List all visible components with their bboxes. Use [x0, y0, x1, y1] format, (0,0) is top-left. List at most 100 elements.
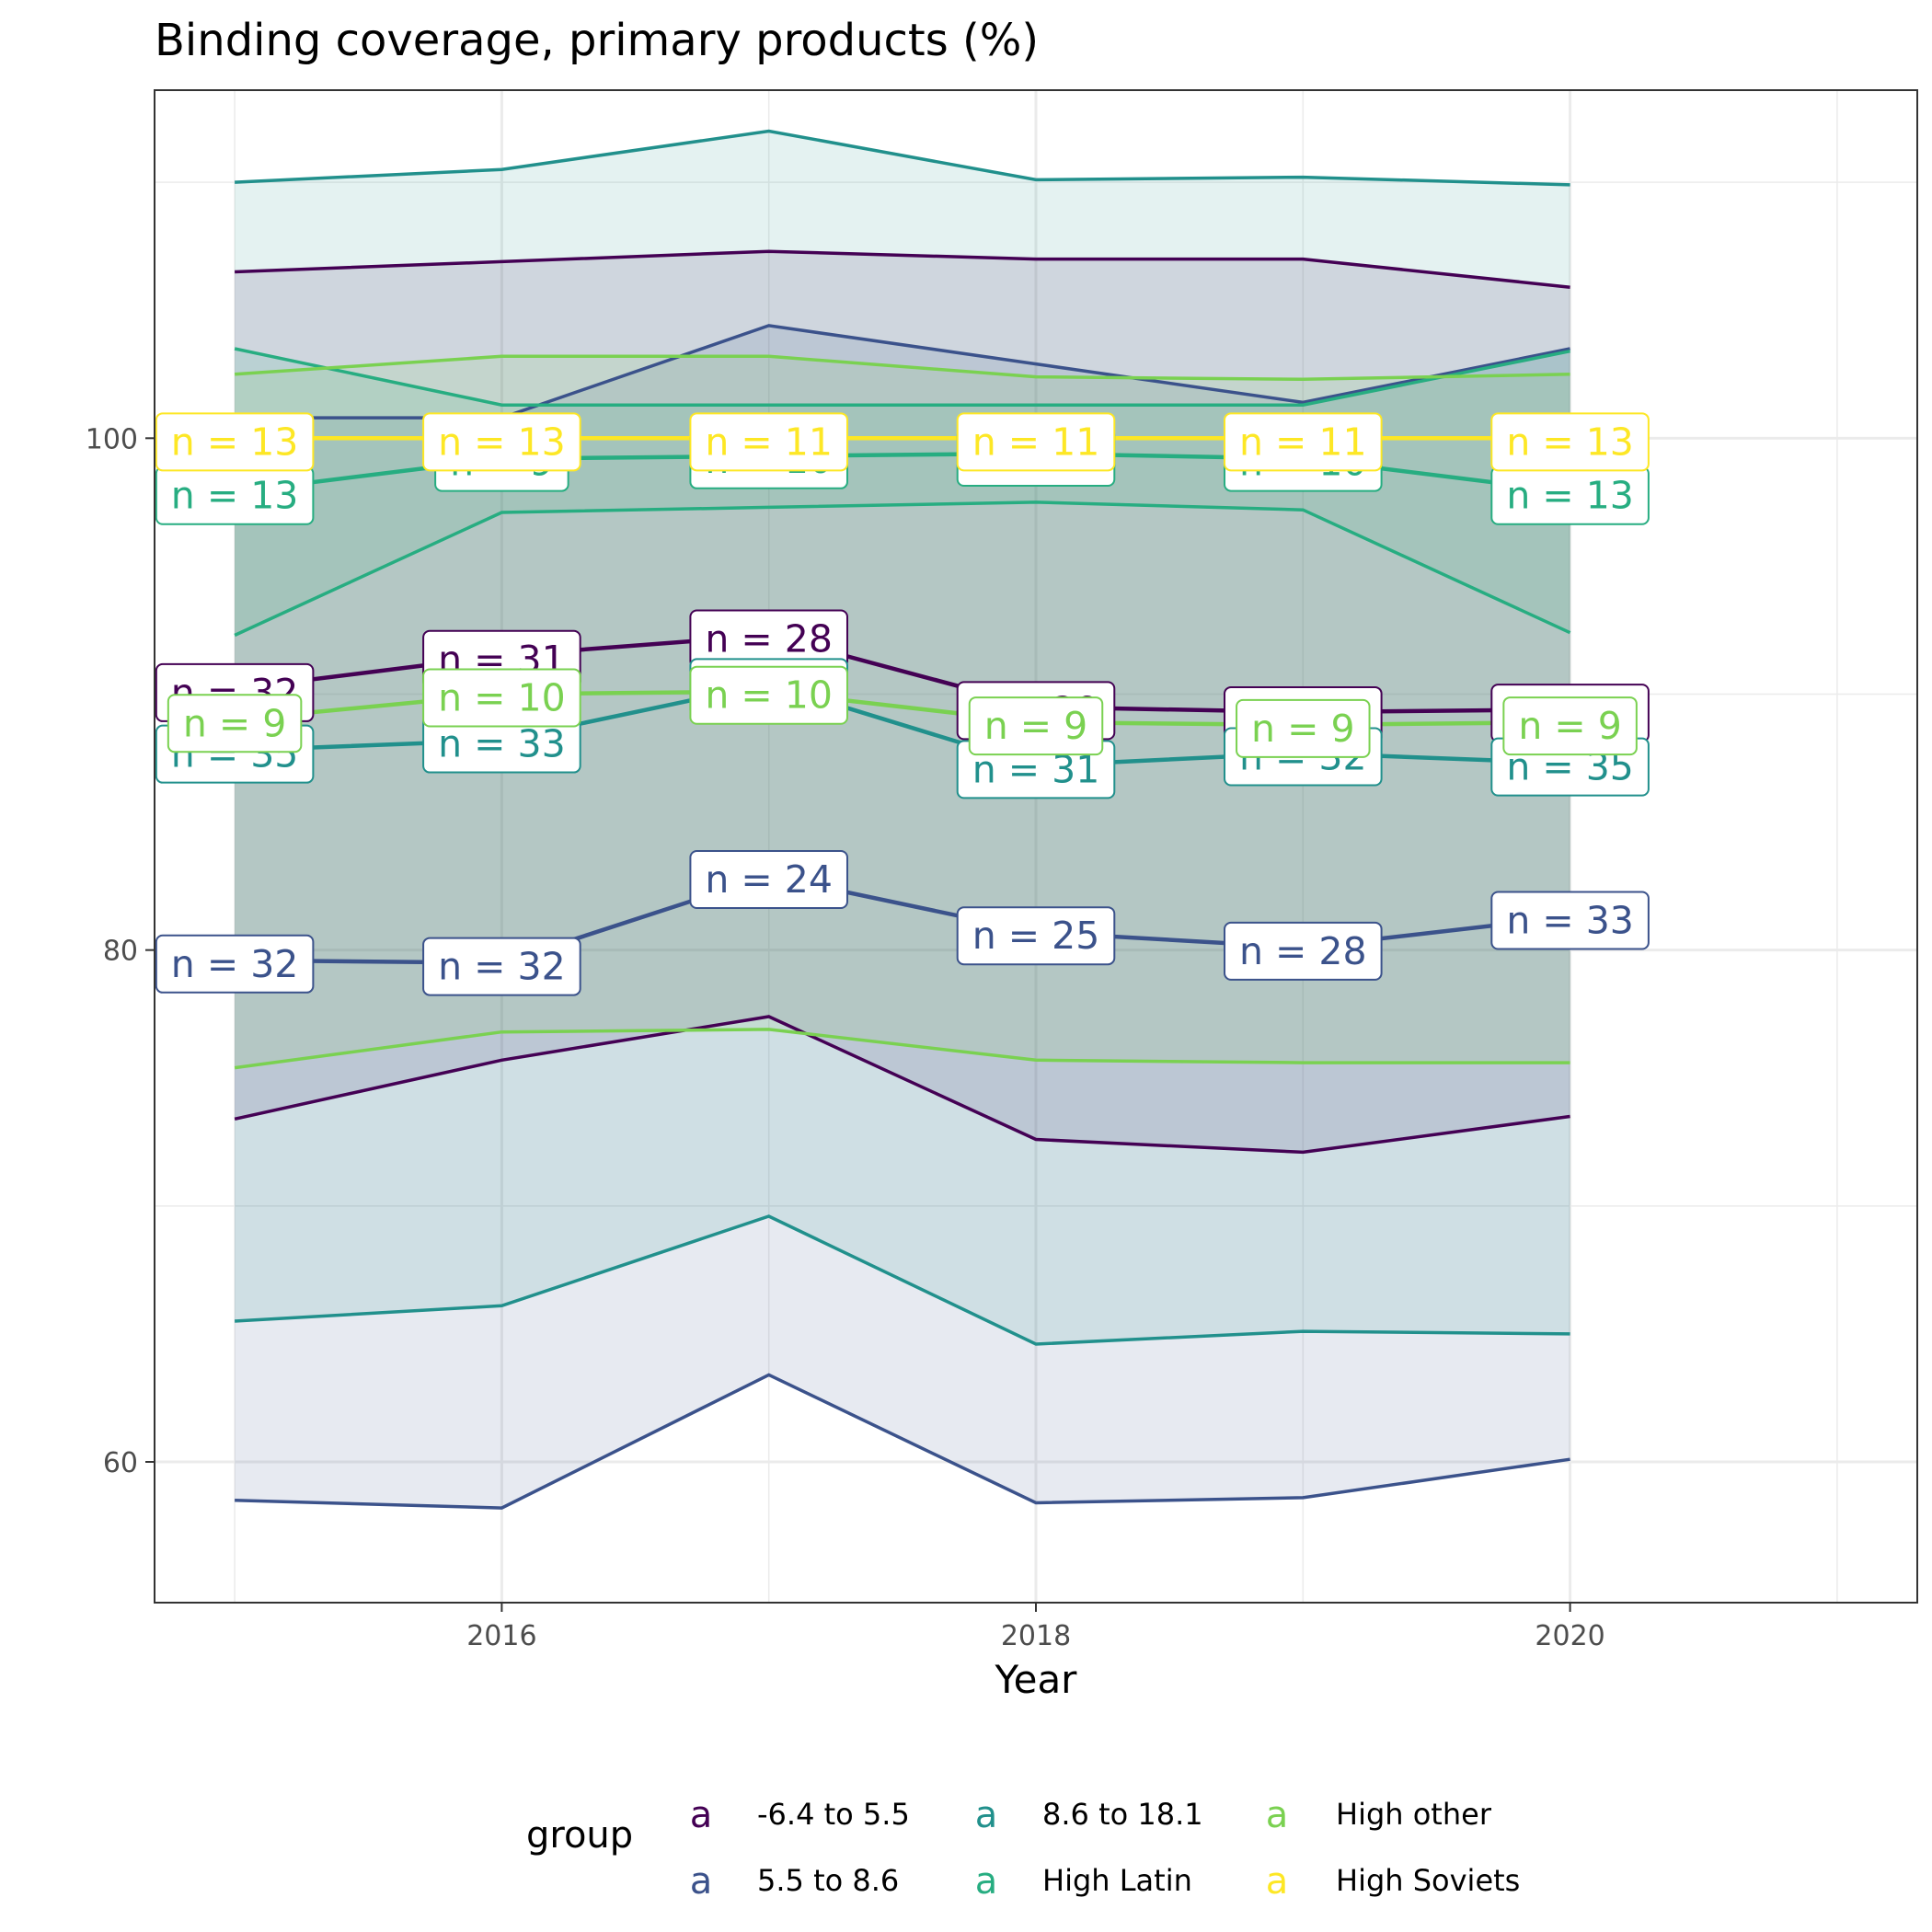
n-label-box	[968, 696, 1104, 756]
legend-key-8-6-to-18-1: a	[975, 1794, 998, 1836]
ribbon-5-5-to-8-6	[235, 325, 1570, 1509]
n-label-text: n = 28	[1239, 929, 1367, 973]
n-label-text: n = 9	[1251, 707, 1355, 751]
n-label-text: n = 33	[438, 722, 566, 766]
n-label-text: n = 28	[705, 617, 833, 661]
band-edges	[234, 129, 1571, 1510]
legend-key-high-latin: a	[975, 1860, 998, 1903]
n-label-text: n = 13	[171, 474, 299, 518]
n-label-box	[1236, 698, 1371, 758]
legend-label-5-5-to-8-6: 5.5 to 8.6	[757, 1863, 899, 1898]
n-label-text: n = 9	[1518, 704, 1622, 748]
n-label-5-5-to-8-6: n = 32	[155, 934, 315, 994]
n-label-high-soviets: n = 11	[956, 412, 1116, 472]
upper-band-8-6-to-18-1	[235, 129, 1570, 187]
legend-label-high-latin: High Latin	[1042, 1863, 1192, 1898]
legend-key-high-soviets: a	[1266, 1860, 1289, 1903]
upper-band-high-other	[234, 354, 1570, 382]
n-label-text: n = 11	[705, 420, 833, 464]
n-label-5-5-to-8-6: n = 25	[956, 906, 1116, 966]
n-label-text: n = 32	[438, 945, 566, 989]
n-label-text: n = 9	[183, 701, 287, 745]
n-label-6-4-to-5-5: n = 28	[689, 609, 848, 669]
n-label-high-other: n = 9	[1502, 696, 1638, 756]
n-label-high-other: n = 10	[422, 668, 581, 728]
n-label-box	[155, 934, 315, 994]
ribbon-high-other	[235, 356, 1570, 1068]
n-label-text: n = 10	[438, 675, 566, 719]
legend-label-high-other: High other	[1336, 1797, 1492, 1832]
n-label-5-5-to-8-6: n = 24	[689, 849, 848, 909]
legend-title: group	[526, 1814, 633, 1857]
n-label-box	[689, 412, 848, 472]
n-label-high-other: n = 9	[968, 696, 1104, 756]
legend: group a -6.4 to 5.5 a 5.5 to 8.6 a 8.6 to 18.…	[526, 1794, 1520, 1903]
y-tick-label: 100	[86, 423, 138, 455]
n-label-box	[167, 694, 303, 753]
legend-label-high-soviets: High Soviets	[1336, 1863, 1520, 1898]
y-tick-label: 60	[103, 1447, 138, 1479]
axes: 2016 2018 2020 60 80 100	[86, 423, 1605, 1652]
n-label-box	[422, 412, 581, 472]
n-label-box	[689, 665, 848, 725]
n-label-box	[1224, 412, 1383, 472]
n-label-text: n = 10	[705, 673, 833, 718]
n-label-box	[956, 906, 1116, 966]
n-label-box	[956, 412, 1116, 472]
n-label-5-5-to-8-6: n = 33	[1490, 891, 1650, 950]
n-label-text: n = 11	[972, 420, 1100, 464]
lower-band-8-6-to-18-1	[234, 1214, 1570, 1346]
legend-key-high-other: a	[1266, 1794, 1289, 1836]
x-tick-label: 2020	[1535, 1620, 1604, 1652]
n-label-high-soviets: n = 13	[1490, 412, 1650, 472]
n-label-high-soviets: n = 13	[155, 412, 315, 472]
upper-band-6-4-to-5-5	[235, 249, 1570, 289]
n-label-box	[422, 668, 581, 728]
n-label-text: n = 24	[705, 857, 833, 902]
n-label-box	[155, 412, 315, 472]
n-label-high-soviets: n = 11	[689, 412, 848, 472]
n-label-5-5-to-8-6: n = 32	[422, 937, 581, 996]
x-tick-label: 2018	[1001, 1620, 1071, 1652]
n-label-high-soviets: n = 11	[1224, 412, 1383, 472]
n-label-text: n = 25	[972, 914, 1100, 958]
n-label-box	[1502, 696, 1638, 756]
legend-label-8-6-to-18-1: 8.6 to 18.1	[1042, 1797, 1203, 1832]
n-label-text: n = 13	[1506, 420, 1634, 464]
n-label-text: n = 32	[171, 942, 299, 986]
n-labels: n = 32n = 31n = 28n = 29n = 30n = 31n = …	[155, 412, 1650, 996]
n-label-high-latin: n = 13	[155, 466, 315, 525]
n-label-high-soviets: n = 13	[422, 412, 581, 472]
n-label-high-other: n = 9	[167, 694, 303, 753]
legend-key-6-4-to-5-5: a	[690, 1794, 713, 1836]
n-label-box	[1224, 921, 1383, 981]
n-label-high-latin: n = 13	[1490, 466, 1650, 525]
n-label-5-5-to-8-6: n = 28	[1224, 921, 1383, 981]
lower-band-high-other	[234, 1028, 1570, 1070]
legend-key-5-5-to-8-6: a	[690, 1860, 713, 1903]
y-tick-label: 80	[103, 936, 138, 968]
n-label-box	[1490, 891, 1650, 950]
lower-band-high-latin	[234, 500, 1571, 638]
n-label-box	[422, 937, 581, 996]
n-label-high-other: n = 10	[689, 665, 848, 725]
x-axis-title: Year	[995, 1657, 1078, 1702]
n-label-box	[1490, 412, 1650, 472]
n-label-text: n = 13	[438, 420, 566, 464]
upper-band-high-latin	[234, 347, 1570, 407]
n-label-8-6-to-18-1: n = 33	[422, 714, 581, 774]
n-label-text: n = 11	[1239, 420, 1367, 464]
lower-band-6-4-to-5-5	[234, 1015, 1570, 1155]
x-tick-label: 2016	[466, 1620, 536, 1652]
legend-label-6-4-to-5-5: -6.4 to 5.5	[757, 1797, 910, 1832]
lower-band-5-5-to-8-6	[235, 1373, 1570, 1510]
n-label-text: n = 9	[984, 704, 1088, 748]
ribbons	[235, 131, 1570, 1509]
n-label-box	[689, 849, 848, 909]
chart-title: Binding coverage, primary products (%)	[155, 15, 1039, 66]
n-label-text: n = 13	[1506, 474, 1634, 518]
n-label-text: n = 33	[1506, 898, 1634, 942]
n-label-high-other: n = 9	[1236, 698, 1371, 758]
n-label-text: n = 13	[171, 420, 299, 464]
